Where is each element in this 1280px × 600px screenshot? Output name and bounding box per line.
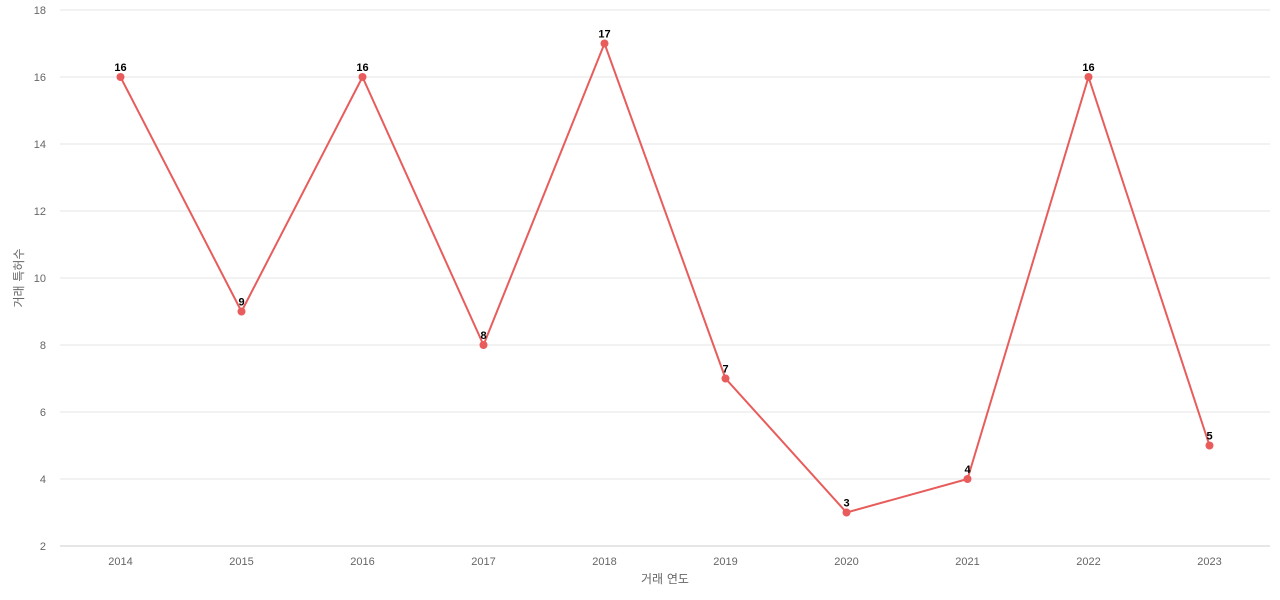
y-axis-ticks: 2 4 6 8 10 12 14 16 18 bbox=[34, 5, 46, 553]
x-tick-label: 2018 bbox=[592, 556, 616, 568]
data-labels: 16 9 16 8 17 7 3 4 16 5 bbox=[114, 29, 1212, 510]
y-tick-label: 16 bbox=[34, 72, 46, 84]
x-axis-ticks: 2014 2015 2016 2017 2018 2019 2020 2021 2022 2023 bbox=[108, 556, 1221, 568]
data-point bbox=[600, 39, 609, 48]
x-tick-label: 2016 bbox=[350, 556, 374, 568]
x-tick-label: 2022 bbox=[1076, 556, 1100, 568]
series-line bbox=[119, 42, 1211, 514]
data-label: 9 bbox=[238, 297, 244, 309]
data-point bbox=[358, 73, 367, 81]
x-tick-label: 2014 bbox=[108, 556, 132, 568]
data-point bbox=[963, 475, 972, 483]
y-tick-label: 6 bbox=[40, 407, 46, 419]
data-point bbox=[479, 341, 488, 349]
data-point bbox=[1084, 73, 1093, 81]
data-label: 16 bbox=[1082, 62, 1094, 74]
data-label: 16 bbox=[114, 62, 126, 74]
data-label: 5 bbox=[1206, 431, 1212, 443]
x-tick-label: 2017 bbox=[471, 556, 495, 568]
data-label: 4 bbox=[964, 464, 971, 476]
data-point bbox=[842, 508, 851, 517]
data-point bbox=[1205, 441, 1214, 450]
data-label: 8 bbox=[480, 330, 486, 342]
data-label: 17 bbox=[598, 29, 610, 41]
data-point bbox=[721, 374, 730, 383]
y-tick-label: 8 bbox=[40, 340, 46, 352]
x-axis-title: 거래 연도 bbox=[641, 572, 689, 586]
y-tick-label: 18 bbox=[34, 5, 46, 17]
data-label: 7 bbox=[722, 364, 728, 376]
x-tick-label: 2019 bbox=[713, 556, 737, 568]
x-tick-label: 2015 bbox=[229, 556, 253, 568]
y-axis-title: 거래 특허수 bbox=[12, 248, 26, 307]
data-points bbox=[116, 39, 1214, 517]
data-label: 16 bbox=[356, 62, 368, 74]
x-tick-label: 2023 bbox=[1197, 556, 1221, 568]
data-point bbox=[116, 73, 125, 81]
x-tick-label: 2020 bbox=[834, 556, 858, 568]
data-point bbox=[237, 307, 246, 316]
y-tick-label: 12 bbox=[34, 206, 46, 218]
series-layer bbox=[119, 42, 1211, 514]
x-tick-label: 2021 bbox=[955, 556, 979, 568]
y-tick-label: 4 bbox=[40, 474, 46, 486]
y-tick-label: 2 bbox=[40, 541, 46, 553]
y-tick-label: 10 bbox=[34, 273, 46, 285]
data-label: 3 bbox=[843, 498, 849, 510]
y-tick-label: 14 bbox=[34, 139, 46, 151]
